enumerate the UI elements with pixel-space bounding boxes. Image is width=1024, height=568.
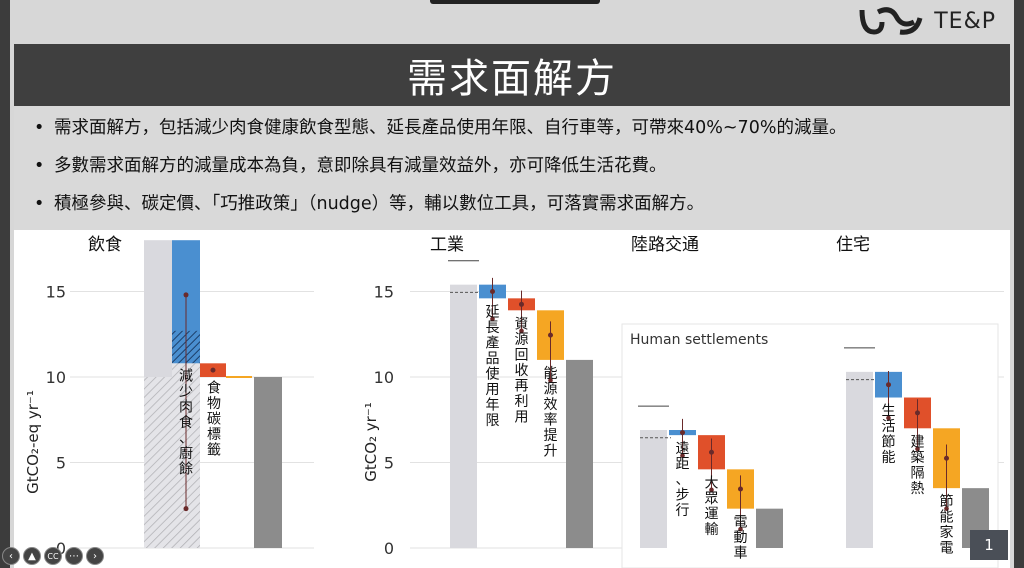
group-title: 住宅 bbox=[836, 235, 870, 255]
error-dot bbox=[548, 332, 553, 338]
slide-title: 需求面解方 bbox=[407, 56, 617, 102]
tick-label: 0 bbox=[384, 539, 394, 558]
slide: TE&P 需求面解方 • 需求面解方，包括減少肉食健康飲食型態、延長產品使用年限、… bbox=[10, 0, 1014, 568]
error-dot bbox=[944, 506, 949, 511]
bar bbox=[640, 430, 667, 548]
logo-text: TE&P bbox=[934, 8, 996, 34]
annotation-text: Human settlements bbox=[630, 332, 768, 348]
y-axis-label: GtCO₂-eq yr⁻¹ bbox=[24, 390, 42, 494]
bar-label: 大眾運輸 bbox=[705, 475, 719, 537]
cc-icon[interactable]: CC bbox=[44, 547, 62, 565]
group-title: 陸路交通 bbox=[631, 235, 699, 255]
presentation-controls: ‹ ▲ CC ⋯ › bbox=[0, 544, 104, 568]
error-dot bbox=[680, 430, 685, 436]
bar-label: 生活節能 bbox=[882, 404, 896, 467]
next-icon[interactable]: › bbox=[86, 547, 104, 565]
error-dot bbox=[886, 415, 891, 421]
page-number: 1 bbox=[970, 530, 1008, 560]
bullet-text: 需求面解方，包括減少肉食健康飲食型態、延長產品使用年限、自行車等，可帶來40%~… bbox=[54, 118, 847, 138]
error-dot bbox=[709, 487, 714, 493]
error-dot bbox=[183, 506, 189, 512]
sector-chart: 0 5 10 15 GtCO₂ yr⁻¹ Human settlements 工業延長產品使… bbox=[362, 235, 1004, 568]
bullet-item: • 多數需求面解方的減量成本為負，意即除具有減量效益外，亦可降低生活花費。 bbox=[34, 152, 667, 177]
bar-label: 資源回收再利用 bbox=[515, 316, 529, 425]
pointer-icon[interactable]: ▲ bbox=[23, 547, 41, 565]
error-dot bbox=[183, 292, 189, 298]
bullet-dot: • bbox=[34, 156, 45, 176]
tick-label: 5 bbox=[384, 454, 394, 473]
bar-label: 遠距、步行 bbox=[676, 441, 690, 519]
bar bbox=[846, 371, 873, 548]
tep-logo: TE&P bbox=[856, 4, 996, 38]
error-dot bbox=[548, 378, 553, 383]
bar-label: 建築隔熱 bbox=[911, 434, 925, 497]
bar-label: 電動車 bbox=[734, 515, 748, 562]
error-dot bbox=[915, 446, 920, 452]
error-dot bbox=[738, 526, 743, 532]
bar-label: 能源效率提升 bbox=[544, 366, 558, 460]
tick-label: 5 bbox=[56, 454, 66, 473]
tick-label: 0 bbox=[56, 539, 66, 558]
bar-label: 節能家電 bbox=[940, 493, 954, 557]
error-dot bbox=[709, 449, 714, 455]
error-dot bbox=[210, 367, 216, 373]
bullet-text: 多數需求面解方的減量成本為負，意即除具有減量效益外，亦可降低生活花費。 bbox=[54, 156, 667, 176]
bar bbox=[254, 377, 282, 548]
title-bar: 需求面解方 bbox=[14, 44, 1010, 106]
window-top-handle bbox=[430, 0, 600, 4]
chart-area: 0 5 10 15 GtCO₂-eq yr⁻¹ 飲食 減少肉食、廚餘 食物碳標籤 0 5 10 15… bbox=[14, 230, 1010, 568]
group-title: 工業 bbox=[430, 235, 464, 255]
bullet-item: • 積極參與、碳定價、「巧推政策」（nudge）等，輔以數位工具，可落實需求面解方… bbox=[34, 190, 704, 215]
bar bbox=[566, 359, 593, 548]
error-dot bbox=[886, 382, 891, 388]
bullet-list: • 需求面解方，包括減少肉食健康飲食型態、延長產品使用年限、自行車等，可帶來40%… bbox=[14, 106, 1010, 230]
error-dot bbox=[519, 301, 524, 307]
error-dot bbox=[490, 289, 495, 294]
bar bbox=[756, 508, 783, 548]
bar-label: 延長產品使用年限 bbox=[486, 304, 500, 429]
error-dot bbox=[519, 328, 524, 334]
bar-label: 減少肉食、廚餘 bbox=[179, 367, 193, 477]
error-dot bbox=[915, 410, 920, 416]
tick-label: 15 bbox=[46, 283, 66, 302]
y-axis-label: GtCO₂ yr⁻¹ bbox=[362, 402, 380, 482]
tick-label: 15 bbox=[374, 283, 394, 302]
error-dot bbox=[680, 453, 685, 458]
bullet-dot: • bbox=[34, 194, 45, 214]
bullet-item: • 需求面解方，包括減少肉食健康飲食型態、延長產品使用年限、自行車等，可帶來40%… bbox=[34, 114, 846, 139]
bar bbox=[450, 284, 477, 548]
error-dot bbox=[490, 316, 495, 322]
tep-logo-mark-icon bbox=[859, 7, 923, 35]
bar-label: 食物碳標籤 bbox=[207, 379, 221, 458]
bar bbox=[144, 240, 172, 377]
tick-label: 10 bbox=[374, 368, 394, 387]
error-dot bbox=[738, 486, 743, 492]
bullet-text: 積極參與、碳定價、「巧推政策」（nudge）等，輔以數位工具，可落實需求面解方。 bbox=[54, 194, 705, 214]
bullet-dot: • bbox=[34, 118, 45, 138]
bar bbox=[144, 377, 172, 548]
prev-icon[interactable]: ‹ bbox=[2, 547, 20, 565]
tick-label: 10 bbox=[46, 368, 66, 387]
more-icon[interactable]: ⋯ bbox=[65, 547, 83, 565]
chart-subtitle: 飲食 bbox=[88, 235, 122, 255]
error-dot bbox=[944, 455, 949, 461]
